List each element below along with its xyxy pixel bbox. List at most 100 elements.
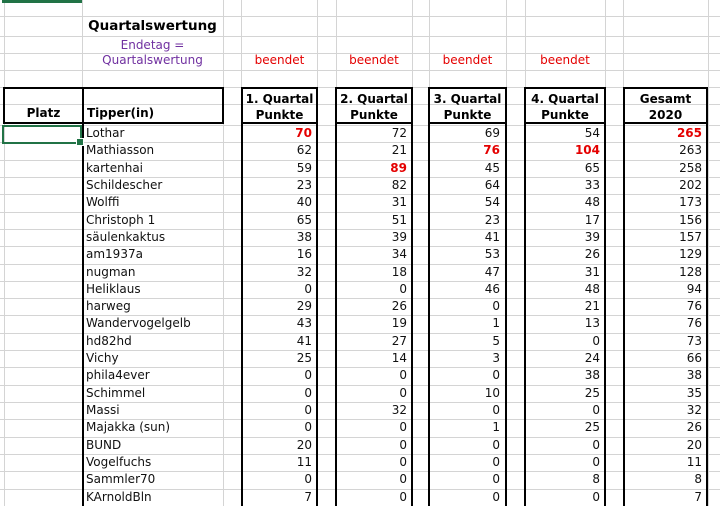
player-name-cell[interactable]: BUND bbox=[86, 437, 122, 452]
total-points-cell[interactable]: 263 bbox=[679, 143, 702, 158]
header-tipper[interactable]: Tipper(in) bbox=[87, 106, 155, 120]
total-points-cell[interactable]: 156 bbox=[679, 212, 702, 227]
player-name-cell[interactable]: Christoph 1 bbox=[86, 212, 156, 227]
total-points-cell[interactable]: 76 bbox=[686, 316, 702, 331]
points-cell-q2[interactable]: 0 bbox=[399, 368, 407, 383]
player-name-cell[interactable]: phila4ever bbox=[86, 368, 150, 383]
points-cell-q1[interactable]: 0 bbox=[304, 368, 312, 383]
player-name-cell[interactable]: nugman bbox=[86, 264, 136, 279]
total-points-cell[interactable]: 66 bbox=[686, 351, 702, 366]
points-cell-q3[interactable]: 53 bbox=[484, 247, 500, 262]
points-cell-q3[interactable]: 0 bbox=[492, 437, 500, 452]
points-cell-q1[interactable]: 0 bbox=[304, 385, 312, 400]
points-cell-q1[interactable]: 0 bbox=[304, 420, 312, 435]
total-points-cell[interactable]: 128 bbox=[679, 264, 702, 279]
points-cell-q2[interactable]: 39 bbox=[391, 229, 407, 244]
points-cell-q1[interactable]: 59 bbox=[296, 160, 312, 175]
subtitle-quartalswertung[interactable]: Quartalswertung bbox=[102, 53, 203, 67]
points-cell-q4[interactable]: 21 bbox=[584, 299, 600, 314]
points-cell-q1[interactable]: 7 bbox=[304, 489, 312, 504]
points-cell-q3[interactable]: 0 bbox=[492, 455, 500, 470]
player-name-cell[interactable]: Majakka (sun) bbox=[86, 420, 171, 435]
player-name-cell[interactable]: Massi bbox=[86, 403, 120, 418]
points-cell-q3[interactable]: 45 bbox=[484, 160, 500, 175]
points-cell-q1[interactable]: 20 bbox=[296, 437, 312, 452]
header-platz[interactable]: Platz bbox=[26, 106, 61, 120]
points-cell-q3[interactable]: 0 bbox=[492, 368, 500, 383]
points-cell-q3[interactable]: 5 bbox=[492, 333, 500, 348]
points-cell-q4[interactable]: 39 bbox=[584, 229, 600, 244]
total-points-cell[interactable]: 35 bbox=[686, 385, 702, 400]
player-name-cell[interactable]: Wandervogelgelb bbox=[86, 316, 191, 331]
points-cell-q1[interactable]: 40 bbox=[296, 195, 312, 210]
points-cell-q1[interactable]: 23 bbox=[296, 177, 312, 192]
points-cell-q2[interactable]: 72 bbox=[391, 126, 407, 140]
points-cell-q2[interactable]: 0 bbox=[399, 385, 407, 400]
points-cell-q4[interactable]: 54 bbox=[584, 126, 600, 140]
total-points-cell[interactable]: 20 bbox=[686, 437, 702, 452]
points-cell-q2[interactable]: 31 bbox=[391, 195, 407, 210]
points-cell-q3[interactable]: 1 bbox=[492, 420, 500, 435]
total-points-cell[interactable]: 26 bbox=[686, 420, 702, 435]
points-cell-q1[interactable]: 11 bbox=[296, 455, 312, 470]
points-cell-q2[interactable]: 0 bbox=[399, 281, 407, 296]
selected-cell[interactable] bbox=[2, 125, 84, 146]
header-q3[interactable]: 3. Quartal Punkte bbox=[428, 87, 507, 124]
player-name-cell[interactable]: Schimmel bbox=[86, 385, 146, 400]
player-name-cell[interactable]: Vogelfuchs bbox=[86, 455, 152, 470]
sheet-title[interactable]: Quartalswertung bbox=[88, 18, 217, 34]
points-cell-q2[interactable]: 21 bbox=[391, 143, 407, 158]
player-name-cell[interactable]: Wolffi bbox=[86, 195, 120, 210]
points-cell-q3[interactable]: 64 bbox=[484, 177, 500, 192]
points-cell-q2[interactable]: 27 bbox=[391, 333, 407, 348]
points-cell-q4[interactable]: 13 bbox=[584, 316, 600, 331]
points-cell-q3[interactable]: 0 bbox=[492, 403, 500, 418]
header-q2[interactable]: 2. Quartal Punkte bbox=[335, 87, 413, 124]
points-cell-q2[interactable]: 0 bbox=[399, 420, 407, 435]
total-points-cell[interactable]: 73 bbox=[686, 333, 702, 348]
points-cell-q2[interactable]: 82 bbox=[391, 177, 407, 192]
player-name-cell[interactable]: Lothar bbox=[86, 126, 125, 140]
points-cell-q1[interactable]: 25 bbox=[296, 351, 312, 366]
points-cell-q4[interactable]: 24 bbox=[584, 351, 600, 366]
points-cell-q1[interactable]: 16 bbox=[296, 247, 312, 262]
points-cell-q3[interactable]: 69 bbox=[484, 126, 500, 140]
points-cell-q4[interactable]: 0 bbox=[592, 403, 600, 418]
total-points-cell[interactable]: 32 bbox=[686, 403, 702, 418]
points-cell-q2[interactable]: 14 bbox=[391, 351, 407, 366]
points-cell-q3[interactable]: 23 bbox=[484, 212, 500, 227]
points-cell-q3[interactable]: 76 bbox=[483, 143, 500, 158]
total-points-cell[interactable]: 157 bbox=[679, 229, 702, 244]
points-cell-q2[interactable]: 26 bbox=[391, 299, 407, 314]
points-cell-q4[interactable]: 17 bbox=[584, 212, 600, 227]
total-points-cell[interactable]: 173 bbox=[679, 195, 702, 210]
status-q3-beendet[interactable]: beendet bbox=[442, 53, 493, 67]
fill-handle[interactable] bbox=[76, 138, 84, 146]
points-cell-q2[interactable]: 89 bbox=[390, 160, 407, 175]
points-cell-q4[interactable]: 0 bbox=[592, 455, 600, 470]
points-cell-q4[interactable]: 25 bbox=[584, 420, 600, 435]
points-cell-q1[interactable]: 32 bbox=[296, 264, 312, 279]
points-cell-q1[interactable]: 0 bbox=[304, 281, 312, 296]
points-cell-q4[interactable]: 0 bbox=[592, 437, 600, 452]
points-cell-q1[interactable]: 0 bbox=[304, 403, 312, 418]
points-cell-q4[interactable]: 0 bbox=[592, 333, 600, 348]
player-name-cell[interactable]: Schildescher bbox=[86, 177, 163, 192]
points-cell-q3[interactable]: 46 bbox=[484, 281, 500, 296]
player-name-cell[interactable]: kartenhai bbox=[86, 160, 144, 175]
status-q4-beendet[interactable]: beendet bbox=[540, 53, 590, 67]
total-points-cell[interactable]: 76 bbox=[686, 299, 702, 314]
points-cell-q1[interactable]: 29 bbox=[296, 299, 312, 314]
total-points-cell[interactable]: 38 bbox=[686, 368, 702, 383]
points-cell-q3[interactable]: 41 bbox=[484, 229, 500, 244]
total-points-cell[interactable]: 258 bbox=[679, 160, 702, 175]
points-cell-q4[interactable]: 33 bbox=[584, 177, 600, 192]
points-cell-q3[interactable]: 47 bbox=[484, 264, 500, 279]
total-points-cell[interactable]: 11 bbox=[686, 455, 702, 470]
points-cell-q4[interactable]: 38 bbox=[584, 368, 600, 383]
header-q4[interactable]: 4. Quartal Punkte bbox=[524, 87, 606, 124]
points-cell-q2[interactable]: 51 bbox=[391, 212, 407, 227]
status-q2-beendet[interactable]: beendet bbox=[349, 53, 399, 67]
points-cell-q4[interactable]: 26 bbox=[584, 247, 600, 262]
points-cell-q2[interactable]: 0 bbox=[399, 437, 407, 452]
